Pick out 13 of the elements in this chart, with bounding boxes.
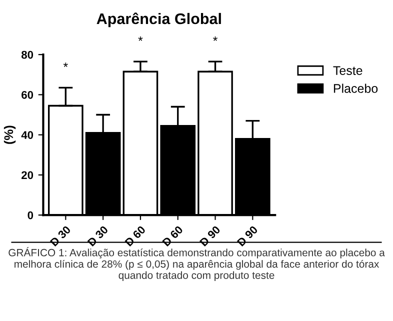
y-tick-label: 0 xyxy=(28,211,34,220)
text: * xyxy=(213,36,218,41)
y-tick-label: 40 xyxy=(21,131,34,139)
y-axis-title: (%) xyxy=(4,126,16,144)
y-tick-label: 20 xyxy=(22,171,34,180)
annotation: * xyxy=(63,62,68,67)
y-tick-label: 60 xyxy=(22,90,34,99)
legend-label: Teste xyxy=(333,66,362,75)
text: * xyxy=(138,36,143,41)
legend-label: Placebo xyxy=(334,84,378,93)
y-tick-label: 80 xyxy=(22,50,34,59)
chart-title: Aparência Global xyxy=(96,12,221,28)
text: GRÁFICO 1: Avaliação estatística demonstrando comparativamente ao placebo a melhora clínica de 28% (p ≤ 0,05) na aparência global da face anterior do tórax quando tratado com produto teste xyxy=(8,247,385,281)
